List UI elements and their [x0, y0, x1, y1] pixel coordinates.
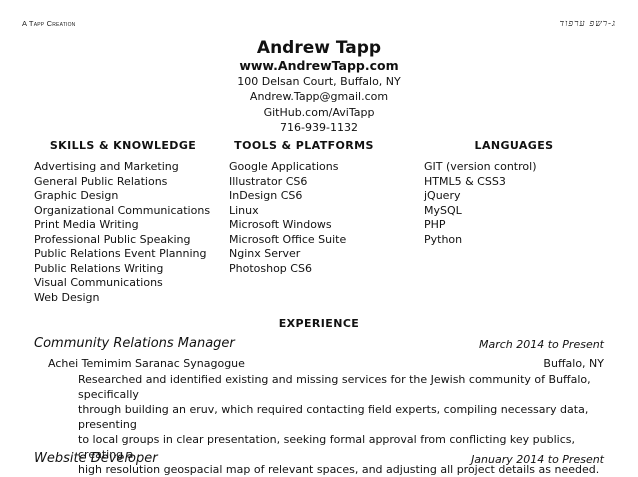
skill-item: Public Relations Event Planning [34, 247, 207, 260]
language-item: GIT (version control) [424, 160, 537, 173]
tools-heading: TOOLS & PLATFORMS [234, 139, 374, 152]
github-link[interactable]: GitHub.com/AviTapp [263, 105, 375, 119]
description-line: Researched and identified existing and m… [78, 373, 591, 401]
language-item: MySQL [424, 203, 462, 217]
resume-name: Andrew Tapp [256, 38, 382, 58]
tool-item: Nginx Server [229, 247, 301, 260]
skills-heading: SKILLS & KNOWLEDGE [49, 139, 197, 152]
tool-item: InDesign CS6 [229, 189, 303, 202]
creator-note: A Tapp Creation [22, 19, 76, 28]
languages-list: GIT (version control) HTML5 & CSS3 jQuer… [424, 160, 624, 247]
resume-header: Andrew Tapp www.AndrewTapp.com 100 Delsa… [0, 38, 638, 135]
tools-column: TOOLS & PLATFORMS Google Applications Il… [229, 139, 409, 276]
skill-item: Visual Communications [34, 276, 163, 289]
hebrew-note: ג-רשפ ערפוד [559, 19, 616, 29]
skills-list: Advertising and Marketing General Public… [34, 160, 224, 305]
language-item: Python [424, 232, 463, 246]
skill-item: Organizational Communications [34, 203, 211, 217]
tool-item: Photoshop CS6 [229, 261, 312, 275]
languages-column: LANGUAGES GIT (version control) HTML5 & … [424, 139, 624, 247]
job-dates: January 2014 to Present [471, 453, 604, 466]
job-title: Community Relations Manager [34, 336, 235, 351]
phone-number: 716-939-1132 [280, 120, 358, 134]
job-organization: Achei Temimim Saranac Synagogue [48, 357, 245, 370]
language-item: jQuery [424, 189, 461, 202]
experience-heading: EXPERIENCE [278, 317, 360, 330]
address: 100 Delsan Court, Buffalo, NY [237, 75, 401, 88]
skill-item: General Public Relations [34, 174, 168, 188]
job-title: Website Developer [34, 451, 158, 466]
website-link[interactable]: www.AndrewTapp.com [239, 58, 399, 73]
description-line: through building an eruv, which required… [78, 403, 589, 431]
job-dates: March 2014 to Present [478, 338, 604, 351]
language-item: HTML5 & CSS3 [424, 174, 506, 188]
tool-item: Linux [229, 203, 259, 217]
email-link[interactable]: Andrew.Tapp@gmail.com [249, 90, 389, 104]
tools-list: Google Applications Illustrator CS6 InDe… [229, 160, 409, 276]
skill-item: Advertising and Marketing [34, 160, 179, 173]
skill-item: Professional Public Speaking [34, 232, 191, 246]
language-item: PHP [424, 218, 446, 231]
tool-item: Google Applications [229, 160, 339, 173]
skill-item: Web Design [34, 290, 100, 304]
skills-column: SKILLS & KNOWLEDGE Advertising and Marke… [34, 139, 224, 305]
skill-item: Public Relations Writing [34, 261, 164, 275]
tool-item: Illustrator CS6 [229, 174, 308, 188]
tool-item: Microsoft Windows [229, 218, 332, 231]
description-line: to local groups in clear presentation, s… [78, 433, 575, 461]
tool-item: Microsoft Office Suite [229, 232, 347, 246]
job-location: Buffalo, NY [543, 357, 604, 370]
skill-item: Print Media Writing [34, 218, 139, 231]
skill-item: Graphic Design [34, 189, 119, 202]
languages-heading: LANGUAGES [474, 139, 554, 152]
